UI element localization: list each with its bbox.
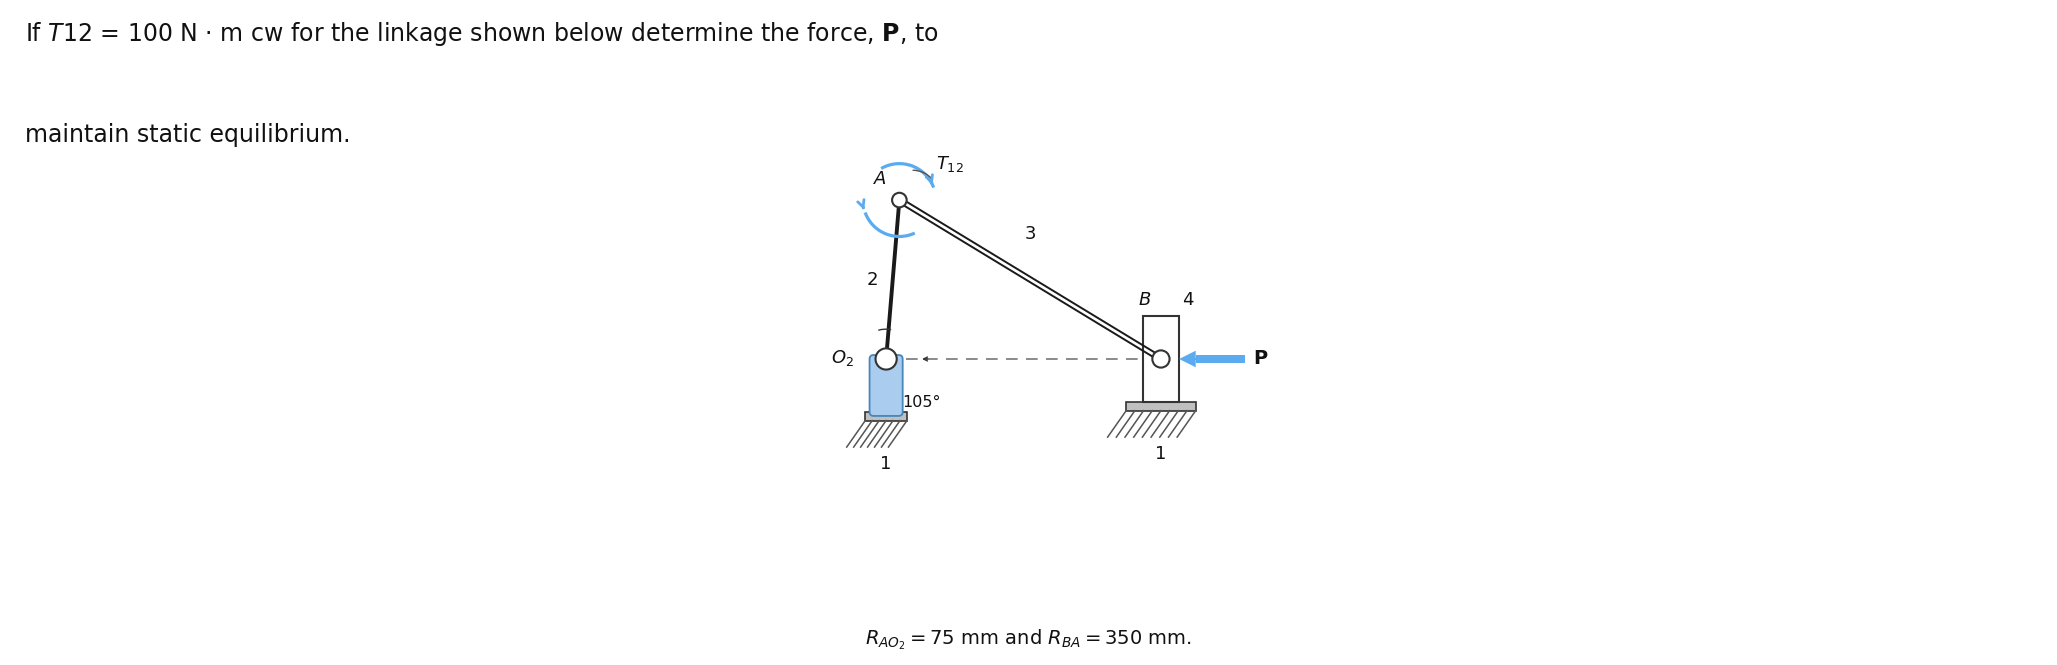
- Text: $R_{AO_2} = 75$ mm and $R_{BA} = 350$ mm.: $R_{AO_2} = 75$ mm and $R_{BA} = 350$ mm…: [866, 627, 1191, 652]
- Circle shape: [893, 193, 907, 207]
- Text: If $\mathit{T}$12 = 100 N $\cdot$ m cw for the linkage shown below determine the: If $\mathit{T}$12 = 100 N $\cdot$ m cw f…: [25, 20, 938, 48]
- FancyBboxPatch shape: [870, 355, 903, 416]
- Text: 3: 3: [1024, 225, 1037, 243]
- Bar: [1144, 316, 1179, 402]
- Circle shape: [1152, 350, 1170, 368]
- Text: $T_{12}$: $T_{12}$: [936, 154, 963, 174]
- Text: $A$: $A$: [874, 170, 887, 188]
- Bar: [1195, 355, 1244, 363]
- Text: 2: 2: [866, 271, 878, 289]
- Text: maintain static equilibrium.: maintain static equilibrium.: [25, 123, 350, 147]
- Circle shape: [876, 348, 897, 370]
- Text: $\mathbf{P}$: $\mathbf{P}$: [1253, 350, 1269, 368]
- Text: 1: 1: [880, 455, 893, 473]
- Text: $O_2$: $O_2$: [831, 348, 854, 368]
- Text: 105°: 105°: [903, 396, 942, 410]
- Bar: [1125, 402, 1195, 411]
- Text: 1: 1: [1156, 445, 1166, 463]
- Text: 4: 4: [1183, 291, 1193, 309]
- Text: $B$: $B$: [1138, 291, 1152, 309]
- Polygon shape: [1179, 350, 1195, 367]
- Bar: [866, 412, 907, 420]
